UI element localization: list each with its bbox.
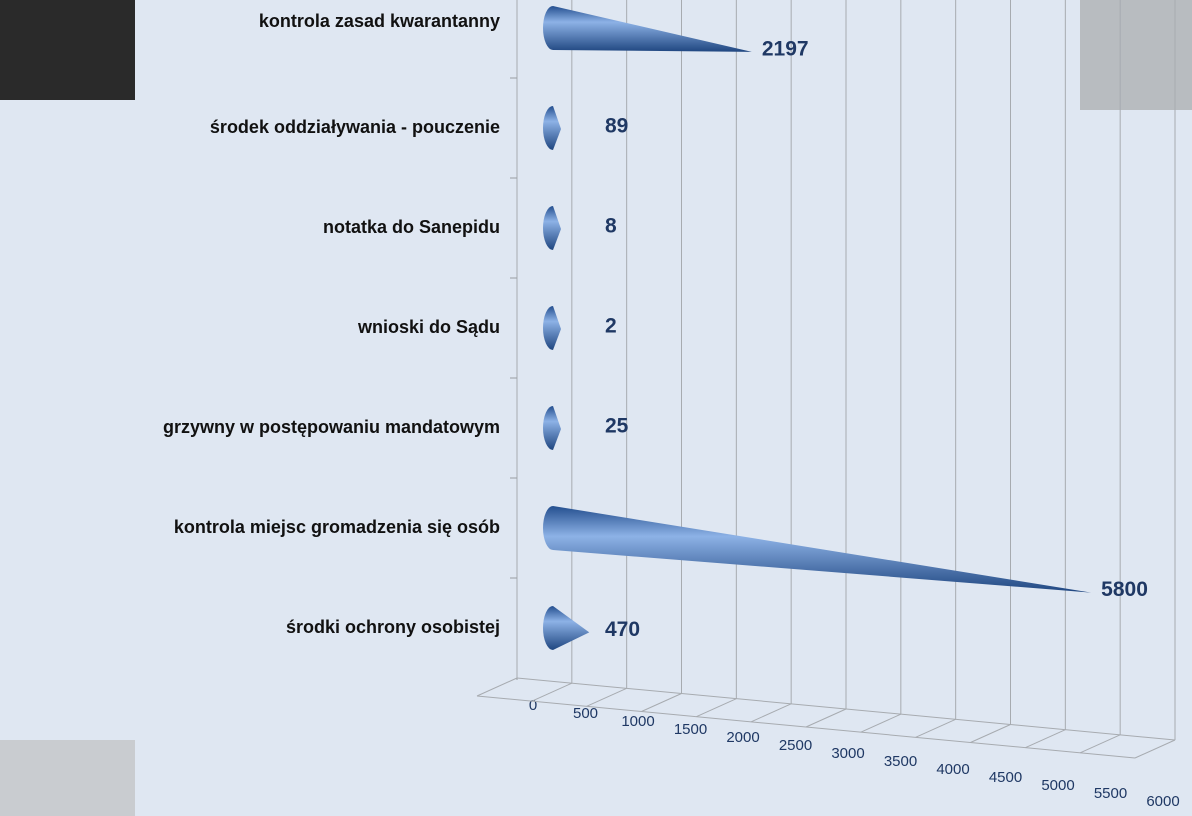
value-label: 89 [605,115,628,138]
grid-line [751,704,791,722]
bar [543,106,561,150]
bar [543,206,561,250]
grid-line [642,694,682,712]
bar [543,406,561,450]
value-label: 470 [605,618,640,641]
x-tick-label: 4000 [936,761,969,778]
x-tick-label: 3000 [831,745,864,762]
grid-line [916,719,956,737]
grid-line [1135,740,1175,758]
grid-line [587,688,627,706]
grid-line [971,725,1011,743]
grid-line [861,714,901,732]
y-tick-label: grzywny w postępowaniu mandatowym [163,417,500,437]
x-tick-label: 1000 [621,713,654,730]
x-tick-label: 2500 [779,737,812,754]
value-label: 25 [605,415,629,438]
x-tick-label: 5500 [1094,785,1127,802]
bar [543,606,589,650]
y-tick-label: kontrola zasad kwarantanny [259,11,500,31]
y-tick-label: środki ochrony osobistej [286,617,500,637]
y-tick-label: notatka do Sanepidu [323,217,500,237]
y-tick-label: kontrola miejsc gromadzenia się osób [174,517,500,537]
bar [543,506,1091,593]
x-tick-label: 1500 [674,721,707,738]
grid-line [532,683,572,701]
value-label: 2197 [762,37,809,60]
grid-line [1025,730,1065,748]
x-tick-label: 6000 [1146,793,1179,810]
bar [543,6,752,52]
value-label: 2 [605,315,617,338]
bar [543,306,561,350]
y-tick-label: wnioski do Sądu [357,317,500,337]
photo-corner [0,0,135,100]
value-label: 8 [605,215,617,238]
chart: 0500100015002000250030003500400045005000… [0,0,1192,816]
grid-line [806,709,846,727]
photo-corner [0,740,135,816]
x-tick-label: 4500 [989,769,1022,786]
x-tick-label: 2000 [726,729,759,746]
value-label: 5800 [1101,578,1148,601]
x-tick-label: 3500 [884,753,917,770]
y-tick-label: środek oddziaływania - pouczenie [210,117,500,137]
grid-line [696,699,736,717]
x-tick-label: 5000 [1041,777,1074,794]
grid-line [1080,735,1120,753]
grid-line [477,678,517,696]
